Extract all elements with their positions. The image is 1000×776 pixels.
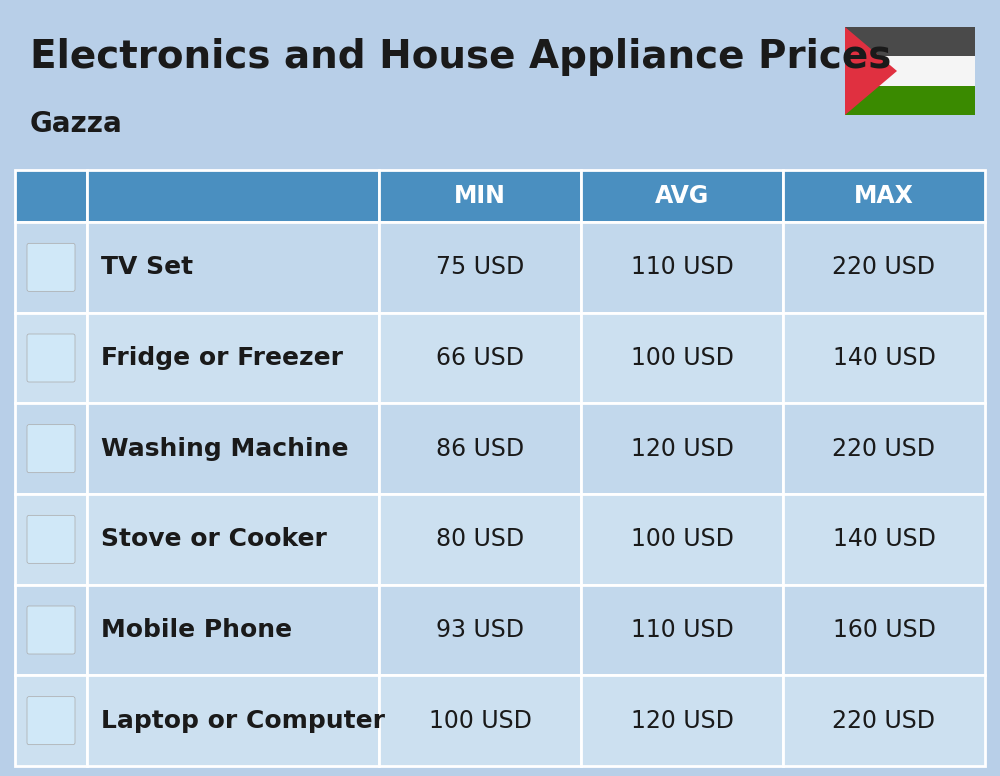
FancyBboxPatch shape (27, 244, 75, 291)
Bar (87, 313, 379, 404)
Bar (15, 404, 87, 494)
Text: 110 USD: 110 USD (631, 618, 733, 642)
Bar (15, 222, 87, 313)
Bar (783, 675, 985, 766)
Bar (15, 313, 87, 404)
Text: 80 USD: 80 USD (436, 528, 524, 551)
FancyBboxPatch shape (27, 606, 75, 654)
Bar (845, 57, 975, 85)
Text: 110 USD: 110 USD (631, 255, 733, 279)
Text: Mobile Phone: Mobile Phone (101, 618, 292, 642)
Text: 93 USD: 93 USD (436, 618, 524, 642)
Bar (15, 170, 87, 222)
Polygon shape (845, 27, 897, 115)
Bar (581, 584, 783, 675)
Text: Electronics and House Appliance Prices: Electronics and House Appliance Prices (30, 38, 891, 76)
Text: Washing Machine: Washing Machine (101, 437, 349, 461)
Text: 120 USD: 120 USD (631, 708, 733, 733)
Text: 140 USD: 140 USD (833, 528, 935, 551)
Text: 100 USD: 100 USD (429, 708, 531, 733)
Bar (379, 313, 581, 404)
Text: 120 USD: 120 USD (631, 437, 733, 461)
Text: TV Set: TV Set (101, 255, 193, 279)
Bar (15, 494, 87, 584)
Text: Laptop or Computer: Laptop or Computer (101, 708, 385, 733)
Bar (87, 404, 379, 494)
Text: Fridge or Freezer: Fridge or Freezer (101, 346, 343, 370)
FancyBboxPatch shape (27, 515, 75, 563)
Text: MAX: MAX (854, 184, 914, 208)
Bar (87, 170, 379, 222)
Text: 220 USD: 220 USD (832, 255, 936, 279)
Text: 220 USD: 220 USD (832, 708, 936, 733)
FancyBboxPatch shape (27, 424, 75, 473)
Bar (783, 170, 985, 222)
Bar (581, 313, 783, 404)
Bar (581, 494, 783, 584)
Text: 160 USD: 160 USD (833, 618, 935, 642)
Text: 100 USD: 100 USD (631, 346, 733, 370)
Bar (15, 675, 87, 766)
Bar (783, 313, 985, 404)
Text: 75 USD: 75 USD (436, 255, 524, 279)
FancyBboxPatch shape (27, 334, 75, 382)
Bar (581, 675, 783, 766)
Bar (845, 85, 975, 115)
FancyBboxPatch shape (27, 697, 75, 745)
Bar (379, 494, 581, 584)
Text: Gazza: Gazza (30, 110, 123, 138)
Bar (379, 170, 581, 222)
Bar (87, 494, 379, 584)
Bar (87, 222, 379, 313)
Bar (783, 222, 985, 313)
Bar (581, 404, 783, 494)
Bar (845, 27, 975, 57)
Bar (87, 584, 379, 675)
Bar (783, 494, 985, 584)
Text: 86 USD: 86 USD (436, 437, 524, 461)
Bar (783, 584, 985, 675)
Text: 220 USD: 220 USD (832, 437, 936, 461)
Text: Stove or Cooker: Stove or Cooker (101, 528, 327, 551)
Text: 66 USD: 66 USD (436, 346, 524, 370)
Text: 100 USD: 100 USD (631, 528, 733, 551)
Bar (379, 675, 581, 766)
Bar (379, 584, 581, 675)
Bar (783, 404, 985, 494)
Text: AVG: AVG (655, 184, 709, 208)
Bar (87, 675, 379, 766)
Bar (581, 170, 783, 222)
Bar (15, 584, 87, 675)
Bar (581, 222, 783, 313)
Text: MIN: MIN (454, 184, 506, 208)
Bar (379, 404, 581, 494)
Bar (379, 222, 581, 313)
Text: 140 USD: 140 USD (833, 346, 935, 370)
